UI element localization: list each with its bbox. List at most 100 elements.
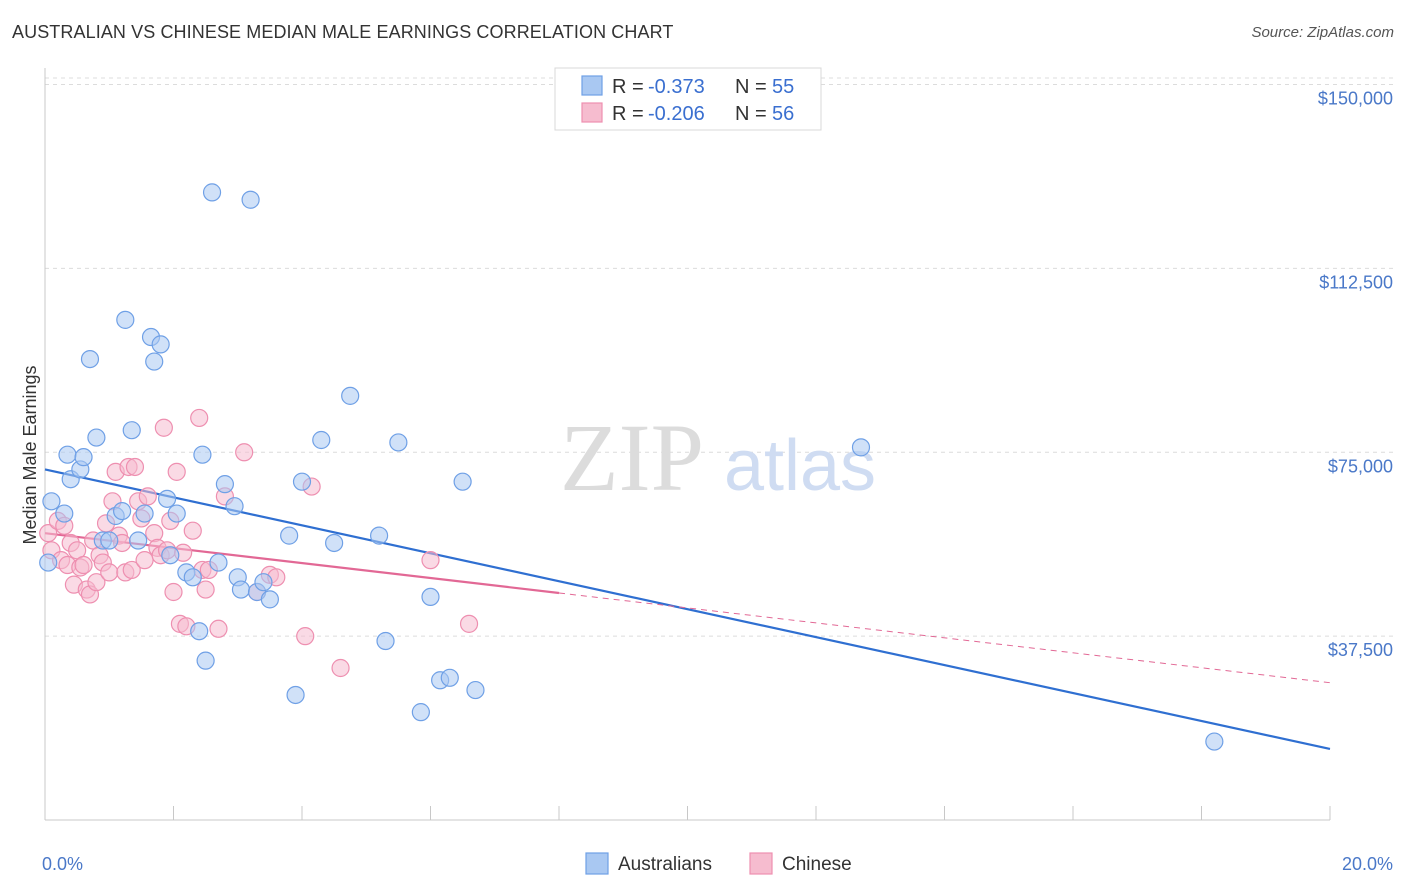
trend-line-1-dashed	[558, 592, 1331, 684]
source-credit: Source: ZipAtlas.com	[1251, 24, 1394, 41]
point-australians-14	[122, 421, 141, 440]
point-australians-24	[183, 568, 202, 587]
point-australians-50	[440, 668, 459, 687]
point-chinese-37	[164, 582, 183, 602]
trend-line-0	[44, 468, 1331, 750]
point-chinese-43	[190, 408, 209, 428]
data-points	[39, 183, 1224, 751]
point-australians-45	[376, 631, 395, 651]
point-australians-15	[129, 531, 148, 550]
point-australians-12	[112, 501, 132, 521]
point-chinese-47	[209, 619, 228, 638]
legend-r-label-2: R =	[612, 103, 644, 125]
point-chinese-55	[331, 658, 350, 678]
tick-labels: $37,500 $75,000 $112,500 $150,000 0.0% 20.0%	[42, 89, 1393, 874]
point-australians-46	[389, 433, 408, 452]
point-australians-19	[151, 335, 170, 354]
point-australians-3	[58, 445, 77, 464]
point-australians-13	[116, 310, 135, 329]
point-australians-26	[193, 445, 212, 464]
legend-r-label-1: R =	[612, 76, 644, 98]
point-australians-47	[411, 703, 430, 722]
legend-n-value-1: 55	[772, 76, 794, 98]
legend-top: R = -0.373 N = 55 R = -0.206 N = 56	[554, 67, 822, 131]
point-chinese-14	[87, 573, 106, 592]
point-australians-10	[100, 531, 119, 550]
point-australians-44	[370, 526, 389, 545]
y-axis-label: Median Male Earnings	[20, 365, 40, 544]
point-australians-6	[74, 448, 93, 467]
point-australians-51	[453, 472, 472, 491]
point-chinese-38	[167, 462, 186, 481]
point-chinese-57	[459, 614, 479, 633]
legend-bottom-swatch-chinese	[749, 852, 773, 875]
point-australians-48	[421, 587, 440, 607]
point-australians-54	[1205, 732, 1224, 751]
y-tick-label-2: $112,500	[1319, 272, 1393, 292]
legend-swatch-australians	[581, 75, 603, 96]
point-australians-28	[202, 183, 222, 202]
point-australians-33	[231, 580, 251, 599]
point-australians-39	[286, 685, 305, 705]
point-australians-25	[190, 622, 209, 641]
point-chinese-25	[122, 560, 141, 580]
legend-swatch-chinese	[581, 102, 603, 123]
point-australians-38	[280, 526, 299, 545]
point-australians-18	[145, 352, 164, 371]
legend-bottom-label-australians: Australians	[618, 854, 712, 875]
point-chinese-42	[183, 521, 202, 540]
point-chinese-31	[145, 524, 164, 543]
point-australians-34	[241, 190, 260, 209]
point-chinese-53	[296, 627, 315, 646]
point-australians-8	[87, 428, 106, 447]
point-australians-16	[135, 504, 154, 523]
point-australians-53	[851, 438, 871, 457]
point-australians-21	[161, 546, 180, 565]
point-australians-31	[225, 497, 244, 516]
point-australians-0	[39, 553, 58, 572]
watermark-zip: ZIP	[560, 404, 704, 511]
legend-r-value-1: -0.373	[648, 76, 705, 98]
point-chinese-0	[39, 524, 58, 543]
legend-bottom-label-chinese: Chinese	[782, 854, 852, 875]
point-australians-41	[312, 430, 331, 450]
legend-bottom: Australians Chinese	[585, 852, 852, 875]
point-australians-52	[466, 680, 485, 700]
point-chinese-26	[125, 457, 145, 477]
point-australians-7	[80, 349, 100, 369]
axes	[44, 68, 1331, 821]
point-australians-27	[196, 651, 215, 670]
legend-n-label-1: N =	[735, 76, 767, 98]
point-australians-36	[254, 573, 273, 592]
point-chinese-45	[196, 580, 215, 599]
point-australians-42	[325, 533, 344, 553]
y-tick-label-1: $75,000	[1328, 456, 1393, 476]
x-tick-label-0: 0.0%	[42, 854, 83, 874]
point-australians-30	[215, 475, 234, 494]
point-australians-22	[167, 504, 186, 523]
legend-n-label-2: N =	[735, 103, 767, 125]
point-chinese-30	[138, 487, 157, 506]
chart-title: AUSTRALIAN VS CHINESE MEDIAN MALE EARNIN…	[12, 22, 674, 42]
y-tick-label-3: $150,000	[1318, 89, 1393, 109]
x-tick-label-1: 20.0%	[1342, 854, 1393, 874]
point-australians-43	[341, 386, 360, 405]
watermark-atlas: atlas	[724, 426, 876, 506]
point-australians-1	[42, 492, 61, 511]
point-australians-2	[55, 504, 74, 523]
point-chinese-10	[74, 555, 93, 575]
point-chinese-29	[135, 551, 154, 570]
legend-bottom-swatch-australians	[585, 852, 609, 875]
point-australians-40	[292, 472, 312, 491]
point-chinese-56	[421, 551, 440, 570]
point-australians-37	[260, 590, 279, 609]
point-australians-29	[209, 553, 228, 572]
point-chinese-34	[154, 418, 173, 437]
point-chinese-18	[100, 563, 119, 582]
grid-lines	[45, 77, 1395, 637]
legend-n-value-2: 56	[772, 103, 794, 125]
legend-r-value-2: -0.206	[648, 103, 705, 125]
y-tick-label-0: $37,500	[1328, 640, 1393, 660]
point-chinese-49	[235, 443, 254, 462]
